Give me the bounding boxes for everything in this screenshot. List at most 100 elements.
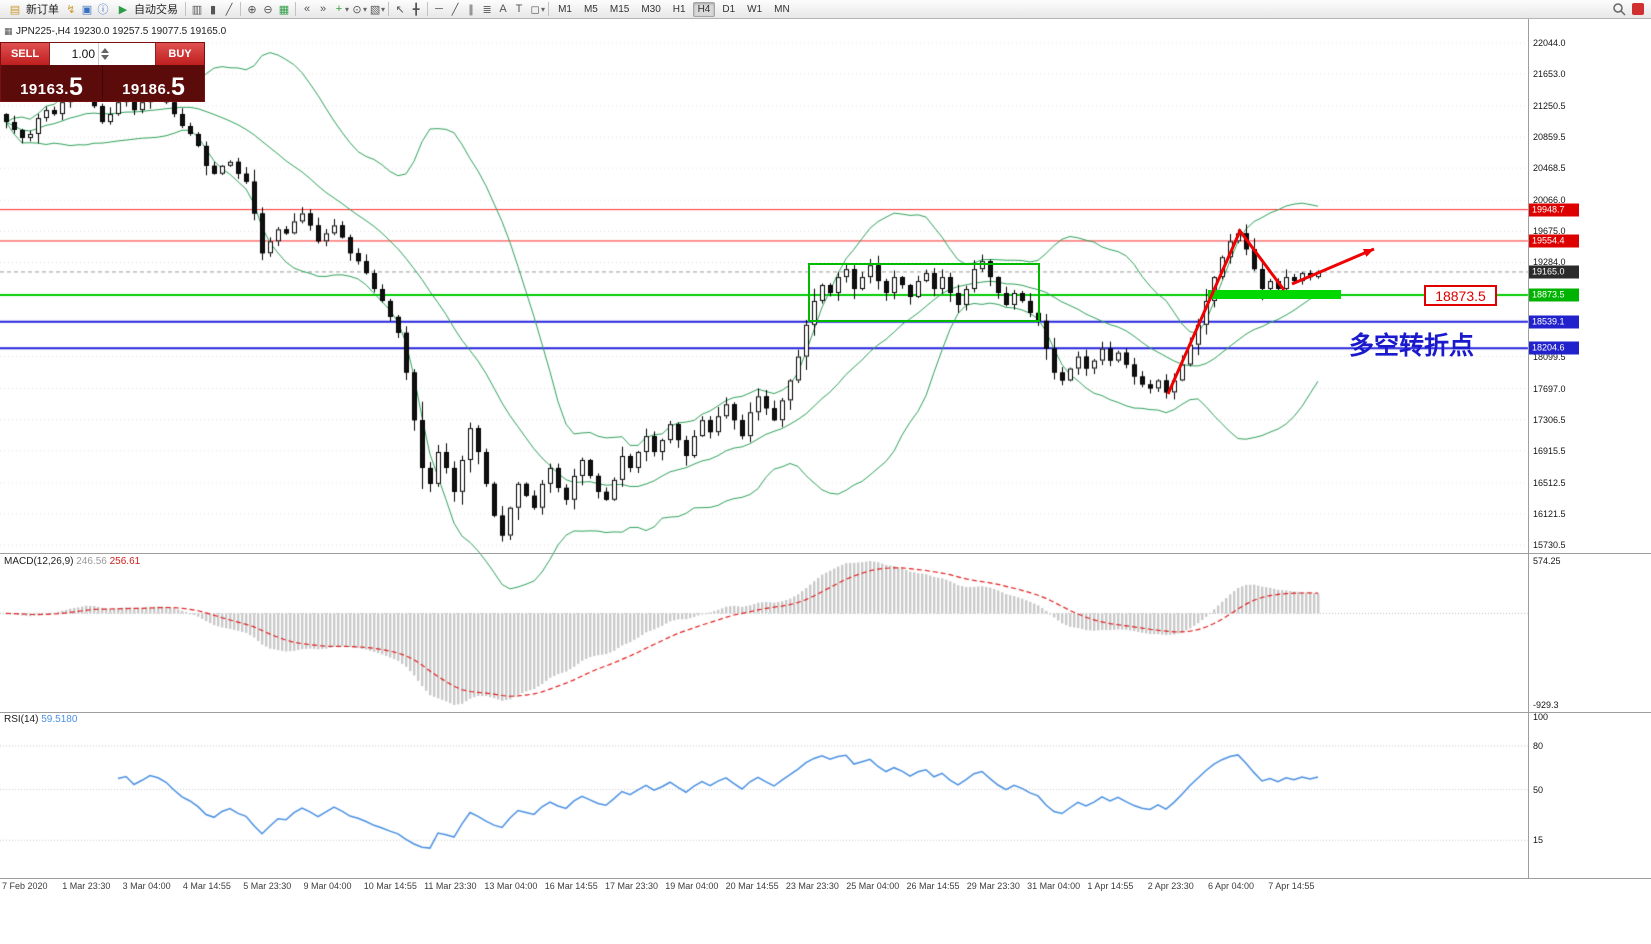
support-price-label[interactable]: 18873.5 (1424, 285, 1497, 306)
expert-advisors-icon[interactable]: ↯ (66, 3, 76, 16)
chart-icon: ▦ (4, 26, 13, 36)
templates-icon[interactable]: ▧ (369, 3, 381, 16)
macd-axis-label: 574.25 (1533, 556, 1561, 566)
macd-axis-label: -929.3 (1533, 700, 1559, 710)
time-label: 31 Mar 04:00 (1027, 881, 1081, 891)
time-axis[interactable]: 7 Feb 2020 1 Mar 23:30 3 Mar 04:00 4 Mar 14… (0, 881, 1651, 895)
label-tool-icon[interactable]: T (515, 3, 523, 15)
sell-button[interactable]: SELL (1, 43, 49, 65)
consolidation-box[interactable] (808, 263, 1040, 322)
line-chart-icon[interactable]: ╱ (225, 3, 233, 16)
text-tool-icon[interactable]: A (499, 3, 507, 15)
one-click-trading-widget: SELL 1.00 BUY 19163. 5 19186. 5 (0, 42, 205, 102)
time-label: 2 Apr 23:30 (1147, 881, 1194, 891)
macd-main-value: 246.56 (76, 556, 107, 567)
new-order-button[interactable]: ▤ 新订单 (3, 1, 63, 18)
price-tick: 18099.5 (1533, 351, 1566, 362)
timeframe-group: M1 M5 M15 M30 H1 H4 D1 W1 MN (552, 1, 796, 17)
volume-down-arrow-icon[interactable] (101, 55, 109, 60)
timeframe-h4[interactable]: H4 (692, 1, 716, 17)
buy-price-base: 19186. (122, 81, 171, 98)
time-label: 6 Apr 04:00 (1208, 881, 1255, 891)
time-label: 13 Mar 04:00 (484, 881, 538, 891)
info-icon[interactable]: ⓘ (97, 4, 109, 16)
auto-scroll-icon[interactable]: » (319, 3, 327, 15)
time-label: 7 Feb 2020 (2, 881, 48, 891)
toolbar-separator (427, 2, 429, 16)
fibonacci-tool-icon[interactable]: ≣ (482, 3, 492, 16)
periods-clock-icon[interactable]: ⊙ (352, 3, 362, 16)
timeframe-d1[interactable]: D1 (722, 3, 736, 15)
horizontal-line-tool-icon[interactable]: ─ (435, 3, 443, 15)
tile-windows-icon[interactable]: ▦ (278, 3, 290, 16)
crosshair-icon[interactable]: ╋ (412, 3, 420, 16)
support-zone-bar[interactable] (1208, 290, 1341, 299)
timeframe-m30[interactable]: M30 (641, 3, 661, 15)
price-tick: 16512.5 (1533, 477, 1566, 488)
cursor-icon[interactable]: ↖ (395, 3, 405, 16)
price-tick: 21653.0 (1533, 69, 1566, 80)
price-tick: 17697.0 (1533, 383, 1566, 394)
macd-name: MACD(12,26,9) (4, 556, 74, 567)
zoom-out-icon[interactable]: ⊖ (263, 3, 273, 16)
search-icon[interactable] (1612, 2, 1626, 16)
auto-trading-button[interactable]: ▶ 自动交易 (111, 1, 182, 18)
timeframe-m1[interactable]: M1 (558, 3, 572, 15)
price-tick: 19284.0 (1533, 257, 1566, 268)
time-label: 1 Mar 23:30 (62, 881, 111, 891)
panel-separator[interactable] (0, 712, 1651, 713)
accounts-icon[interactable]: ▣ (81, 3, 93, 16)
volume-value[interactable]: 1.00 (71, 47, 95, 61)
indicators-caret-icon[interactable]: ▾ (345, 4, 350, 14)
zoom-in-icon[interactable]: ⊕ (247, 3, 257, 16)
price-marker: 18204.6 (1529, 341, 1579, 355)
price-tick: 19675.0 (1533, 226, 1566, 237)
sell-price[interactable]: 19163. 5 (1, 65, 102, 101)
shapes-caret-icon[interactable]: ▾ (541, 4, 546, 14)
price-marker: 18873.5 (1529, 288, 1579, 302)
macd-signal-value: 256.61 (109, 556, 141, 567)
time-label: 26 Mar 14:55 (906, 881, 960, 891)
bar-chart-icon[interactable]: ▥ (191, 3, 203, 16)
toolbar-separator (548, 2, 550, 16)
buy-price[interactable]: 19186. 5 (103, 65, 204, 101)
sell-price-big-digit: 5 (68, 73, 83, 101)
panel-separator[interactable] (0, 553, 1651, 554)
price-tick: 20066.0 (1533, 195, 1566, 206)
chart-ohlc-header: JPN225-,H4 19230.0 19257.5 19077.5 19165… (16, 26, 227, 37)
channel-tool-icon[interactable]: ∥ (468, 3, 474, 16)
volume-field[interactable]: 1.00 (49, 43, 156, 65)
time-label: 3 Mar 04:00 (122, 881, 171, 891)
indicators-icon[interactable]: + (335, 3, 343, 15)
periods-caret-icon[interactable]: ▾ (363, 4, 368, 14)
chart-shift-icon[interactable]: « (303, 3, 311, 15)
sell-price-base: 19163. (20, 81, 69, 98)
time-label: 7 Apr 14:55 (1268, 881, 1315, 891)
timeframe-m15[interactable]: M15 (609, 3, 630, 15)
price-tick: 20859.5 (1533, 132, 1566, 143)
trendline-tool-icon[interactable]: ╱ (451, 3, 459, 16)
toolbar-separator (388, 2, 390, 16)
time-label: 5 Mar 23:30 (243, 881, 292, 891)
price-tick: 16121.5 (1533, 508, 1566, 519)
timeframe-h1[interactable]: H1 (672, 3, 686, 15)
new-order-icon: ▤ (9, 3, 21, 16)
timeframe-mn[interactable]: MN (774, 3, 790, 15)
shapes-tool-icon[interactable]: ◻ (530, 3, 540, 16)
buy-price-big-digit: 5 (170, 73, 185, 101)
price-tick: 15730.5 (1533, 540, 1566, 551)
timeframe-m5[interactable]: M5 (583, 3, 598, 15)
templates-caret-icon[interactable]: ▾ (381, 4, 386, 14)
time-label: 20 Mar 14:55 (725, 881, 779, 891)
candlestick-chart-icon[interactable]: ▮ (209, 3, 217, 16)
volume-up-arrow-icon[interactable] (101, 48, 109, 53)
volume-stepper[interactable] (98, 43, 111, 65)
rsi-value: 59.5180 (41, 714, 78, 725)
community-icon[interactable] (1632, 3, 1644, 15)
rsi-axis-label: 15 (1533, 835, 1544, 846)
price-axis[interactable]: 22044.0 21653.0 21250.5 20859.5 20468.5 20066… (1529, 19, 1651, 878)
buy-button[interactable]: BUY (156, 43, 204, 65)
timeframe-w1[interactable]: W1 (747, 3, 763, 15)
